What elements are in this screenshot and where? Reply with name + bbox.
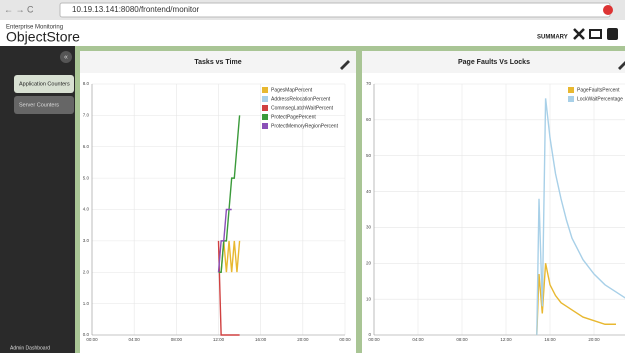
chart-title: Tasks vs Time bbox=[194, 59, 241, 66]
sidebar-item[interactable] bbox=[14, 75, 74, 93]
x-tick-label: 12:00 bbox=[500, 337, 512, 342]
y-tick-label: 2.0 bbox=[83, 269, 90, 274]
y-tick-label: 50 bbox=[366, 153, 372, 158]
url: 10.19.13.141:8080/frontend/monitor bbox=[72, 5, 200, 14]
tools-icon[interactable] bbox=[573, 28, 585, 40]
y-tick-label: 40 bbox=[366, 189, 372, 194]
legend-label: PagesMapPercent bbox=[271, 87, 313, 93]
edit-icon[interactable] bbox=[618, 60, 625, 70]
y-tick-label: 4.0 bbox=[83, 207, 90, 212]
panel-header bbox=[80, 51, 356, 73]
x-tick-label: 08:00 bbox=[456, 337, 468, 342]
legend-swatch bbox=[262, 105, 268, 111]
series-line bbox=[536, 98, 625, 336]
summary-link[interactable]: SUMMARY bbox=[537, 35, 568, 41]
x-tick-label: 00:00 bbox=[339, 337, 351, 342]
edit-icon[interactable] bbox=[340, 60, 350, 70]
x-tick-label: 04:00 bbox=[412, 337, 424, 342]
x-tick-label: 20:00 bbox=[588, 337, 600, 342]
y-tick-label: 1.0 bbox=[83, 301, 90, 306]
y-tick-label: 7.0 bbox=[83, 113, 90, 118]
y-tick-label: 3.0 bbox=[83, 238, 90, 243]
series-line bbox=[536, 263, 616, 336]
panel bbox=[362, 51, 625, 353]
sidebar-item[interactable] bbox=[14, 96, 74, 114]
app-header bbox=[0, 20, 625, 46]
y-tick-label: 30 bbox=[366, 225, 372, 230]
y-tick-label: 8.0 bbox=[83, 81, 90, 86]
series-line bbox=[220, 240, 241, 273]
x-tick-label: 00:00 bbox=[368, 337, 380, 342]
y-tick-label: 20 bbox=[366, 260, 372, 265]
sidebar-footer[interactable]: Admin Dashboard bbox=[10, 345, 50, 351]
y-tick-label: 5.0 bbox=[83, 175, 90, 180]
x-tick-label: 00:00 bbox=[86, 337, 98, 342]
y-tick-label: 0.0 bbox=[83, 332, 90, 337]
header-subtitle: Enterprise Monitoring bbox=[6, 25, 63, 31]
series-line bbox=[217, 240, 240, 336]
monitor-icon[interactable] bbox=[589, 29, 602, 39]
legend-swatch bbox=[568, 87, 574, 93]
nav-buttons[interactable]: ← → C bbox=[4, 4, 34, 14]
y-tick-label: 70 bbox=[366, 81, 372, 86]
legend-label: ProtectMemoryRegionPercent bbox=[271, 123, 339, 129]
legend-swatch bbox=[568, 96, 574, 102]
header-title: ObjectStore bbox=[6, 29, 80, 45]
y-tick-label: 0 bbox=[368, 332, 371, 337]
legend-swatch bbox=[262, 96, 268, 102]
x-tick-label: 16:00 bbox=[544, 337, 556, 342]
chart-title: Page Faults Vs Locks bbox=[458, 59, 530, 66]
x-tick-label: 12:00 bbox=[213, 337, 225, 342]
legend-swatch bbox=[262, 114, 268, 120]
legend-swatch bbox=[262, 87, 268, 93]
panel bbox=[80, 51, 356, 353]
y-tick-label: 6.0 bbox=[83, 144, 90, 149]
extension-icon[interactable] bbox=[603, 5, 613, 15]
y-tick-label: 10 bbox=[366, 296, 372, 301]
x-tick-label: 08:00 bbox=[171, 337, 183, 342]
sidebar-item-label: Server Counters bbox=[19, 102, 59, 108]
legend-label: ProtectPagePercent bbox=[271, 114, 316, 120]
collapse-icon: « bbox=[64, 54, 68, 61]
x-tick-label: 20:00 bbox=[297, 337, 309, 342]
legend-label: CommsegLatchWaitPercent bbox=[271, 105, 334, 111]
x-tick-label: 04:00 bbox=[129, 337, 141, 342]
x-tick-label: 16:00 bbox=[255, 337, 267, 342]
legend-label: AddressRelocationPercent bbox=[271, 96, 331, 102]
legend-label: LockWaitPercentage bbox=[577, 96, 623, 102]
panel-header bbox=[362, 51, 625, 73]
series-line bbox=[217, 208, 232, 273]
sidebar-item-label: Application Counters bbox=[19, 81, 70, 87]
legend-swatch bbox=[262, 123, 268, 129]
legend-label: PageFaultsPercent bbox=[577, 87, 620, 93]
collapse-button[interactable] bbox=[60, 51, 72, 63]
save-icon[interactable] bbox=[607, 28, 618, 40]
y-tick-label: 60 bbox=[366, 117, 372, 122]
